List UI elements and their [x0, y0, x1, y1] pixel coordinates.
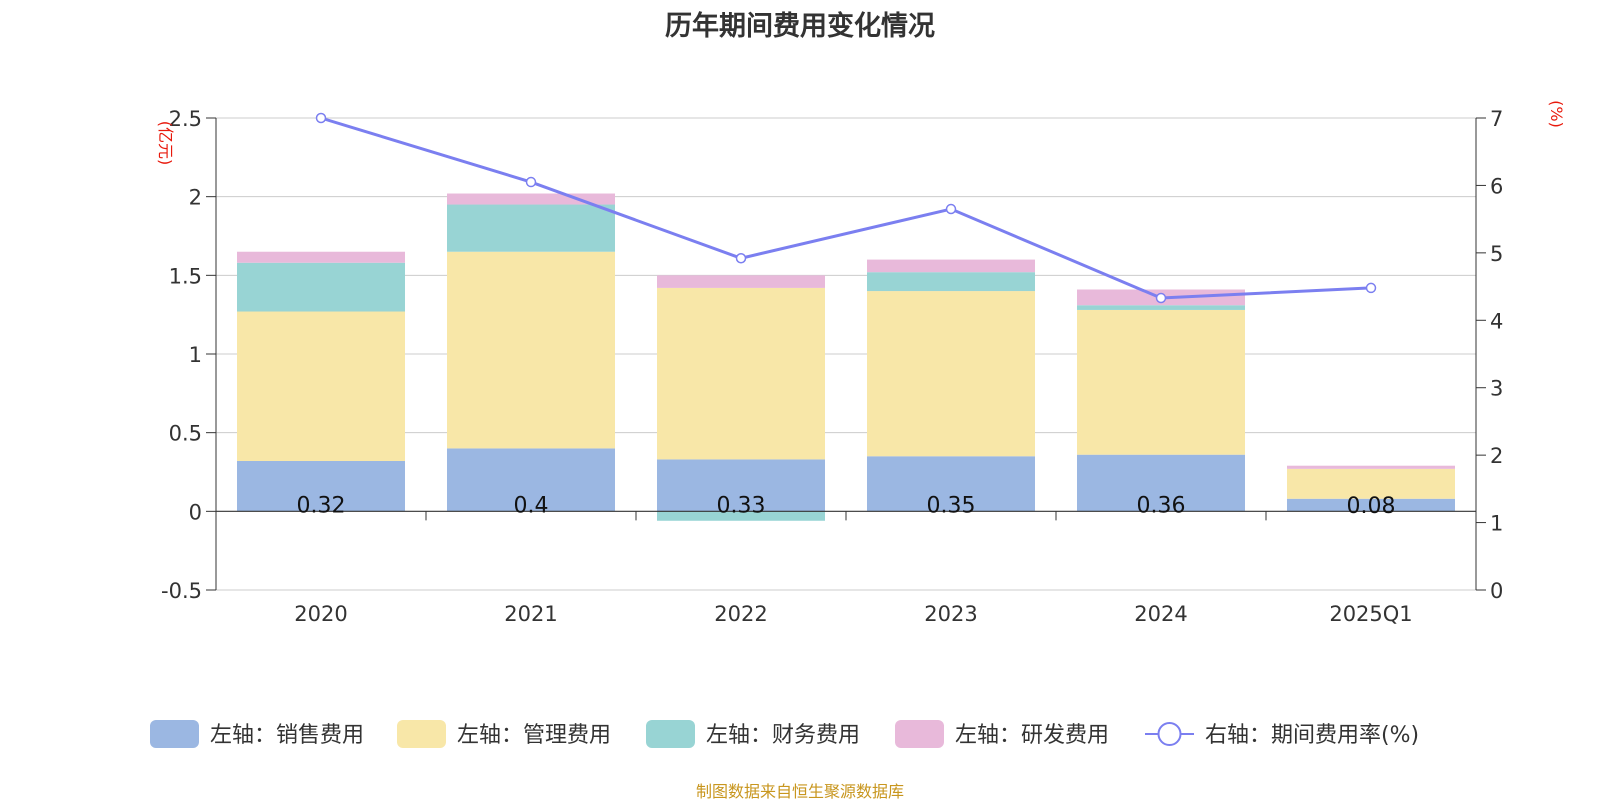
- x-tick-label: 2022: [714, 602, 767, 626]
- bar-data-label: 0.4: [514, 493, 549, 518]
- legend: 左轴：销售费用 左轴：管理费用 左轴：财务费用 左轴：研发费用 右轴：期间费用率(%): [150, 720, 1419, 748]
- right-tick-label: 1: [1490, 512, 1503, 536]
- legend-label: 左轴：财务费用: [706, 723, 860, 748]
- x-tick-label: 2021: [504, 602, 557, 626]
- bar-segment: [1287, 465, 1455, 469]
- bar-segment: [447, 448, 615, 512]
- bar-labels: 0.32 0.4 0.33 0.35 0.36 0.08: [297, 493, 1396, 519]
- bar-data-label: 0.33: [717, 493, 766, 518]
- left-tick-label: 1: [189, 343, 202, 367]
- bar-segment: [237, 311, 405, 461]
- x-tick-label: 2025Q1: [1329, 602, 1412, 626]
- right-axis-unit: (%): [1547, 100, 1566, 128]
- bar-segment: [657, 511, 825, 521]
- source-note: 制图数据来自恒生聚源数据库: [695, 782, 904, 801]
- grid-lines: [216, 117, 1476, 591]
- left-tick-label: 2.5: [169, 107, 202, 131]
- line-point: [735, 253, 747, 264]
- right-tick-label: 0: [1490, 579, 1503, 603]
- legend-swatch: [646, 720, 695, 748]
- bar-segment: [447, 251, 615, 449]
- x-tick-label: 2020: [294, 602, 347, 626]
- bar-data-label: 0.32: [297, 493, 346, 518]
- bar-segment: [657, 287, 825, 460]
- line-point: [525, 176, 537, 188]
- bar-segment: [237, 460, 405, 512]
- line-path: [320, 116, 1372, 300]
- right-tick-label: 4: [1490, 309, 1503, 333]
- axes: -0.5 0 0.5 1 1.5 2 2.5 0 1 2 3 4 5 6 7 2020 2021 2022 2023…: [156, 100, 1566, 626]
- bar-segment: [657, 275, 825, 288]
- legend-swatch: [397, 720, 446, 748]
- bar-segment: [867, 456, 1035, 512]
- legend-swatch: [150, 720, 199, 748]
- bar-segment: [867, 272, 1035, 292]
- bar-series: [237, 193, 1455, 521]
- line-point: [1365, 282, 1377, 294]
- bar-segment: [1287, 468, 1455, 499]
- right-tick-label: 6: [1490, 174, 1503, 198]
- bar-segment: [447, 204, 615, 252]
- left-tick-label: 1.5: [169, 264, 202, 288]
- x-tick-label: 2023: [924, 602, 977, 626]
- bar-segment: [1287, 498, 1455, 512]
- left-tick-label: 2: [189, 186, 202, 210]
- right-tick-label: 7: [1490, 107, 1503, 131]
- legend-label: 左轴：销售费用: [210, 723, 364, 748]
- bar-data-label: 0.08: [1347, 494, 1396, 519]
- bar-segment: [237, 251, 405, 263]
- left-tick-label: -0.5: [161, 579, 202, 603]
- legend-label: 左轴：管理费用: [457, 723, 611, 748]
- bar-data-label: 0.35: [927, 493, 976, 518]
- bar-data-label: 0.36: [1137, 493, 1186, 518]
- chart-title: 历年期间费用变化情况: [665, 11, 935, 42]
- line-point: [1155, 292, 1167, 304]
- bar-segment: [1077, 305, 1245, 310]
- bar-segment: [1077, 454, 1245, 512]
- left-tick-label: 0: [189, 500, 202, 524]
- right-tick-label: 5: [1490, 242, 1503, 266]
- x-tick-label: 2024: [1134, 602, 1187, 626]
- legend-marker: [1157, 722, 1182, 746]
- bar-segment: [867, 259, 1035, 273]
- left-tick-label: 0.5: [169, 422, 202, 446]
- line-point: [945, 203, 957, 215]
- line-series: [315, 112, 1377, 304]
- left-axis-unit: (亿元): [156, 121, 175, 166]
- right-tick-label: 2: [1490, 444, 1503, 468]
- bar-segment: [867, 291, 1035, 457]
- bar-segment: [1077, 309, 1245, 455]
- line-point: [315, 112, 327, 124]
- bar-segment: [237, 262, 405, 312]
- bar-segment: [657, 459, 825, 512]
- right-tick-label: 3: [1490, 377, 1503, 401]
- bar-segment: [447, 193, 615, 205]
- legend-label: 右轴：期间费用率(%): [1205, 723, 1419, 748]
- legend-label: 左轴：研发费用: [955, 723, 1109, 748]
- legend-swatch: [895, 720, 944, 748]
